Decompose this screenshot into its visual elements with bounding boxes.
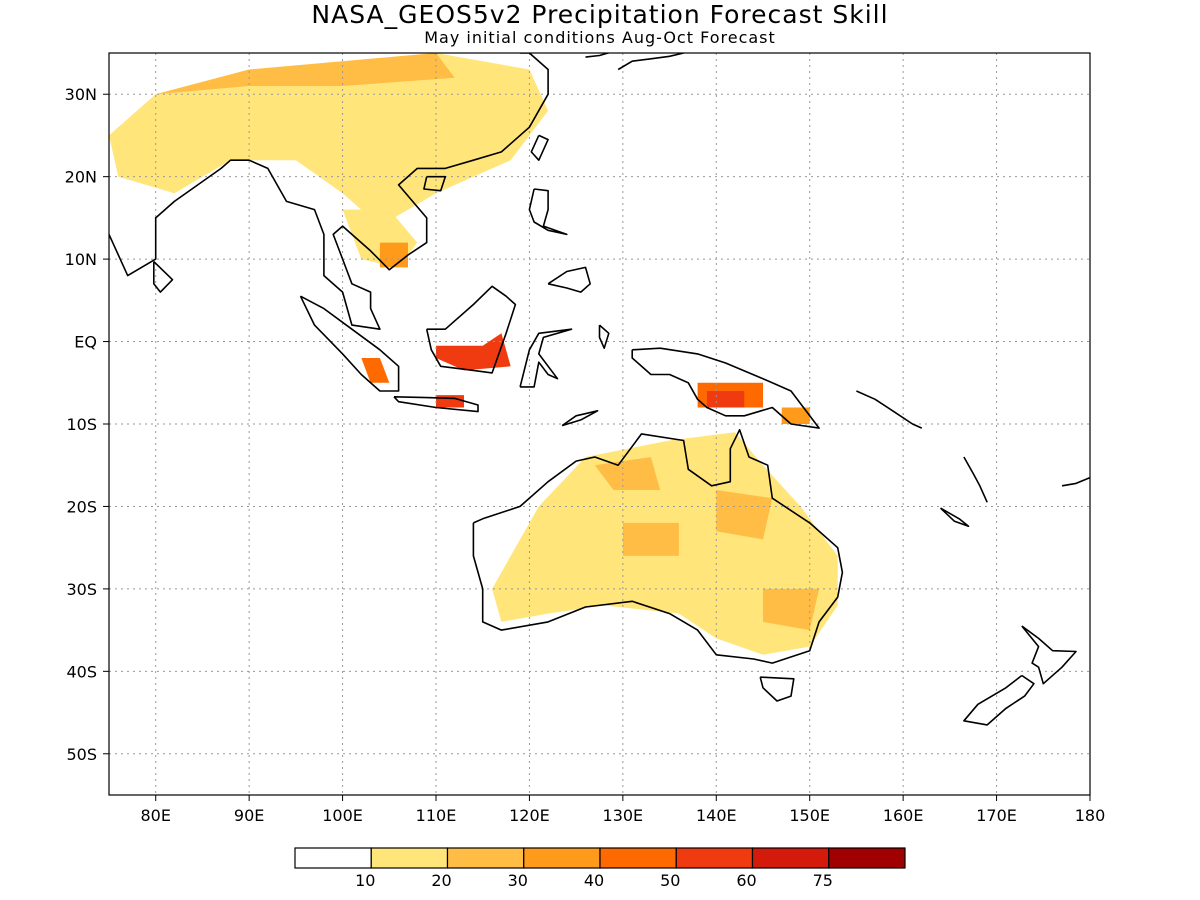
- lon-tick-label: 130E: [603, 806, 644, 825]
- skill-region-level-5: [436, 333, 511, 371]
- coastline-sri-lanka: [153, 261, 174, 293]
- coastline-java: [393, 396, 479, 413]
- colorbar-swatch: [751, 847, 830, 869]
- coastline-luzon: [528, 188, 568, 236]
- lon-tick-label: 140E: [696, 806, 737, 825]
- coastline-taiwan: [530, 134, 549, 161]
- skill-region-level-2: [763, 588, 820, 631]
- skill-region-level-3: [781, 407, 810, 424]
- coastline-sumatra: [299, 295, 400, 392]
- coastline-sulawesi: [519, 328, 573, 388]
- map-axes: 30N 20N 10N EQ 10S 20S 30S 40S 50S 80E 90E 100E 110E…: [65, 85, 1106, 825]
- coastline-borneo: [425, 285, 517, 374]
- skill-region-level-4: [361, 358, 390, 383]
- lat-tick-label: 10S: [66, 415, 97, 434]
- coastline-japan: [617, 53, 684, 71]
- colorbar-label: 20: [431, 871, 451, 890]
- coastline-nz-north: [1021, 625, 1077, 685]
- lon-tick-label: 110E: [416, 806, 457, 825]
- colorbar-label: 60: [736, 871, 756, 890]
- colorbar-swatch: [828, 847, 906, 869]
- skill-region-level-5: [706, 391, 745, 408]
- coastline-new-caledonia: [939, 507, 970, 528]
- coastline-australia: [472, 428, 844, 664]
- skill-shading: [109, 53, 838, 655]
- lon-tick-label: 100E: [322, 806, 363, 825]
- lat-tick-label: 40S: [66, 662, 97, 681]
- coastline-fiji: [1061, 476, 1090, 487]
- lon-tick-label: 150E: [789, 806, 830, 825]
- lat-tick-label: 30S: [66, 580, 97, 599]
- skill-region-level-2: [716, 490, 773, 540]
- lon-tick-label: 80E: [140, 806, 170, 825]
- skill-region-level-5: [436, 395, 464, 408]
- colorbar-swatch: [675, 847, 754, 869]
- skill-region-level-2: [155, 53, 455, 95]
- coastline-halmahera: [598, 324, 610, 350]
- lon-tick-label: 120E: [509, 806, 550, 825]
- coastline-vanuatu: [963, 456, 988, 503]
- skill-region-level-1: [109, 53, 549, 227]
- coastlines: [109, 53, 1090, 726]
- colorbar-swatch: [294, 847, 372, 869]
- lat-tick-label: 30N: [65, 85, 97, 104]
- colorbar-label: 75: [813, 871, 833, 890]
- colorbar-swatch: [523, 847, 601, 869]
- colorbar-label: 40: [584, 871, 604, 890]
- coastline-hainan: [423, 175, 447, 192]
- coastline-nz-south: [963, 674, 1035, 726]
- coastline-tasmania: [759, 676, 795, 702]
- coastline-india: [109, 53, 549, 331]
- coastline-new-guinea: [631, 347, 820, 429]
- lat-tick-label: 20N: [65, 168, 97, 187]
- lon-tick-label: 160E: [883, 806, 924, 825]
- coastline-korea: [585, 53, 611, 58]
- skill-region-level-2: [622, 522, 679, 556]
- colorbar-swatch: [599, 847, 677, 869]
- plot-frame: [108, 52, 1091, 796]
- colorbar: 10 20 30 40 50 60 75: [294, 847, 906, 890]
- colorbar-swatch: [446, 847, 525, 869]
- colorbar-swatch: [370, 847, 449, 869]
- map-title: NASA_GEOS5v2 Precipitation Forecast Skil…: [311, 0, 889, 29]
- coastline-mindanao: [547, 266, 592, 293]
- map-grid: [109, 53, 1090, 795]
- coastline-solomons: [856, 390, 923, 429]
- lon-tick-label: 180: [1075, 806, 1106, 825]
- lat-tick-label: 20S: [66, 497, 97, 516]
- skill-region-level-2: [594, 457, 661, 490]
- colorbar-label: 30: [508, 871, 528, 890]
- lon-tick-label: 170E: [976, 806, 1017, 825]
- map-subtitle: May initial conditions Aug-Oct Forecast: [424, 28, 776, 47]
- coastline-timor: [561, 409, 599, 427]
- lat-tick-label: 50S: [66, 745, 97, 764]
- lat-tick-label: EQ: [74, 333, 97, 352]
- colorbar-label: 10: [355, 871, 375, 890]
- lon-tick-label: 90E: [234, 806, 264, 825]
- colorbar-label: 50: [660, 871, 680, 890]
- lat-tick-label: 10N: [65, 250, 97, 269]
